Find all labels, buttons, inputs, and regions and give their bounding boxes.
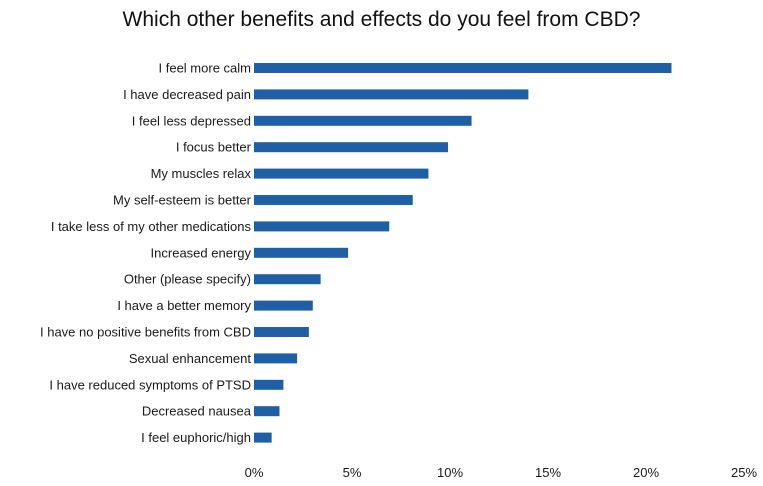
x-tick-label: 15% [535,465,561,480]
bar-i-have-a-better-memory [254,300,313,311]
x-tick-labels-group: 0% 5% 10% 15% 20% 25% [245,465,758,480]
bar-i-have-reduced-symptoms-of-ptsd [254,379,284,390]
bar-i-take-less-of-my-other-medications [254,221,390,232]
x-tick-label: 0% [245,465,264,480]
category-label: Sexual enhancement [129,351,252,366]
category-label: My muscles relax [151,166,252,181]
bar-i-feel-more-calm [254,63,672,73]
bar-other-please-specify [254,274,321,285]
x-tick-label: 25% [731,465,757,480]
category-label: Increased energy [151,245,252,260]
category-label: I feel less depressed [132,113,251,128]
bar-my-muscles-relax [254,168,429,179]
category-labels-group: I feel more calm I have decreased pain I f… [40,61,252,446]
bar-i-focus-better [254,142,449,153]
category-label: Decreased nausea [142,404,252,419]
bars-group [254,63,672,443]
x-tick-label: 20% [633,465,659,480]
category-label: I feel euphoric/high [141,430,251,445]
bar-i-have-no-positive-benefits-from-cbd [254,327,309,337]
bar-increased-energy [254,247,349,258]
x-tick-label: 10% [437,465,463,480]
category-label: I have a better memory [117,298,251,313]
category-label: I have reduced symptoms of PTSD [49,377,251,392]
chart-title: Which other benefits and effects do you … [122,8,641,31]
x-tick-label: 5% [343,465,362,480]
bar-i-have-decreased-pain [254,89,529,100]
category-label: I have no positive benefits from CBD [40,325,251,340]
category-label: My self-esteem is better [113,193,252,208]
bar-my-self-esteem-is-better [254,195,413,205]
category-label: I take less of my other medications [51,219,252,234]
category-label: I focus better [176,140,252,155]
bar-sexual-enhancement [254,353,298,364]
bar-i-feel-less-depressed [254,115,472,126]
category-label: I have decreased pain [123,87,251,102]
category-label: I feel more calm [159,61,251,76]
bar-i-feel-euphoric-high [254,432,272,443]
bar-decreased-nausea [254,406,280,417]
category-label: Other (please specify) [124,272,251,287]
